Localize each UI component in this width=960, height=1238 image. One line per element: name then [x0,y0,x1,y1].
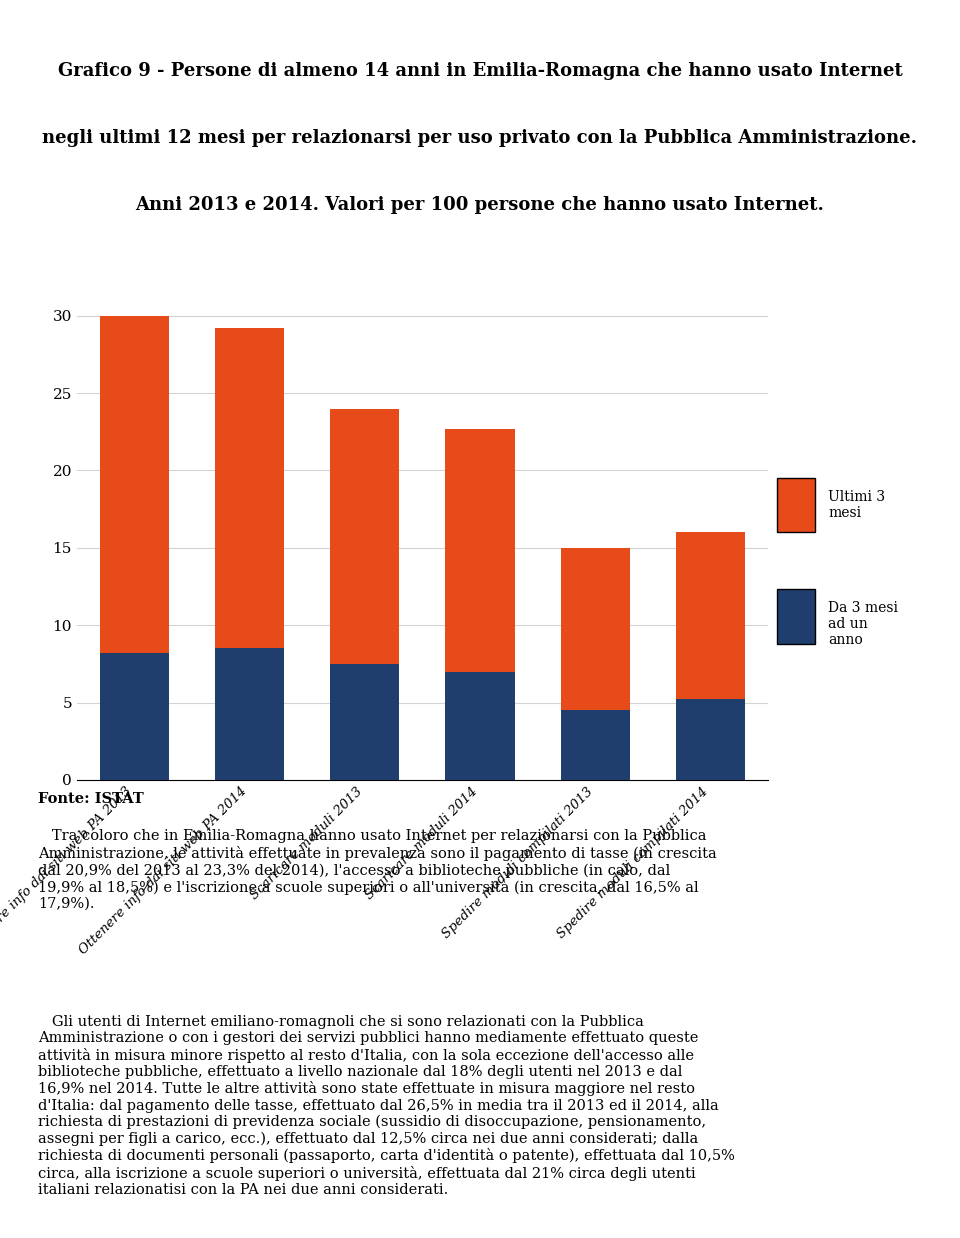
Text: Grafico 9 - Persone di almeno 14 anni in Emilia-Romagna che hanno usato Internet: Grafico 9 - Persone di almeno 14 anni in… [58,62,902,80]
Text: Tra coloro che in Emilia-Romagna hanno usato Internet per relazionarsi con la Pu: Tra coloro che in Emilia-Romagna hanno u… [38,829,717,911]
Text: Anni 2013 e 2014. Valori per 100 persone che hanno usato Internet.: Anni 2013 e 2014. Valori per 100 persone… [135,196,825,214]
Bar [330,409,399,664]
Text: Ultimi 3
mesi: Ultimi 3 mesi [828,490,886,520]
Bar [330,664,399,780]
Bar [676,699,745,780]
Text: negli ultimi 12 mesi per relazionarsi per uso privato con la Pubblica Amministra: negli ultimi 12 mesi per relazionarsi pe… [42,129,918,147]
Bar [445,428,515,671]
Bar [100,654,169,780]
Bar [561,547,630,711]
Bar [215,328,284,649]
Bar [445,671,515,780]
FancyBboxPatch shape [777,589,815,644]
Bar [215,649,284,780]
Bar [100,316,169,654]
Bar [676,532,745,699]
Text: Fonte: ISTAT: Fonte: ISTAT [38,791,144,806]
FancyBboxPatch shape [777,478,815,532]
Bar [561,711,630,780]
Text: Da 3 mesi
ad un
anno: Da 3 mesi ad un anno [828,600,899,647]
Text: Gli utenti di Internet emiliano-romagnoli che si sono relazionati con la Pubblic: Gli utenti di Internet emiliano-romagnol… [38,1015,735,1197]
